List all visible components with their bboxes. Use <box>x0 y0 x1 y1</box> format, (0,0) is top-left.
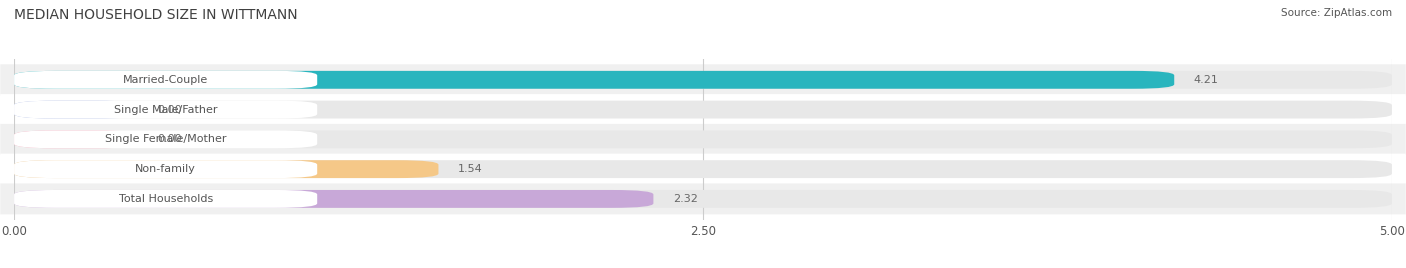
Text: Non-family: Non-family <box>135 164 195 174</box>
FancyBboxPatch shape <box>0 94 1406 125</box>
Text: Source: ZipAtlas.com: Source: ZipAtlas.com <box>1281 8 1392 18</box>
FancyBboxPatch shape <box>14 160 1392 178</box>
Text: Total Households: Total Households <box>118 194 212 204</box>
FancyBboxPatch shape <box>14 190 654 208</box>
FancyBboxPatch shape <box>14 190 1392 208</box>
Text: Married-Couple: Married-Couple <box>122 75 208 85</box>
FancyBboxPatch shape <box>14 131 1392 148</box>
FancyBboxPatch shape <box>0 64 1406 95</box>
Text: 0.00: 0.00 <box>157 134 181 144</box>
FancyBboxPatch shape <box>14 101 138 118</box>
Text: Single Female/Mother: Single Female/Mother <box>105 134 226 144</box>
FancyBboxPatch shape <box>0 154 1406 185</box>
Text: 2.32: 2.32 <box>672 194 697 204</box>
Text: MEDIAN HOUSEHOLD SIZE IN WITTMANN: MEDIAN HOUSEHOLD SIZE IN WITTMANN <box>14 8 298 22</box>
FancyBboxPatch shape <box>14 101 1392 118</box>
FancyBboxPatch shape <box>14 131 318 148</box>
FancyBboxPatch shape <box>14 71 318 89</box>
FancyBboxPatch shape <box>14 160 439 178</box>
FancyBboxPatch shape <box>0 183 1406 214</box>
FancyBboxPatch shape <box>14 131 138 148</box>
Text: 0.00: 0.00 <box>157 105 181 115</box>
FancyBboxPatch shape <box>0 124 1406 155</box>
FancyBboxPatch shape <box>14 101 318 118</box>
Text: 4.21: 4.21 <box>1194 75 1219 85</box>
Text: 1.54: 1.54 <box>458 164 482 174</box>
FancyBboxPatch shape <box>14 190 318 208</box>
Text: Single Male/Father: Single Male/Father <box>114 105 218 115</box>
FancyBboxPatch shape <box>14 160 318 178</box>
FancyBboxPatch shape <box>14 71 1174 89</box>
FancyBboxPatch shape <box>14 71 1392 89</box>
